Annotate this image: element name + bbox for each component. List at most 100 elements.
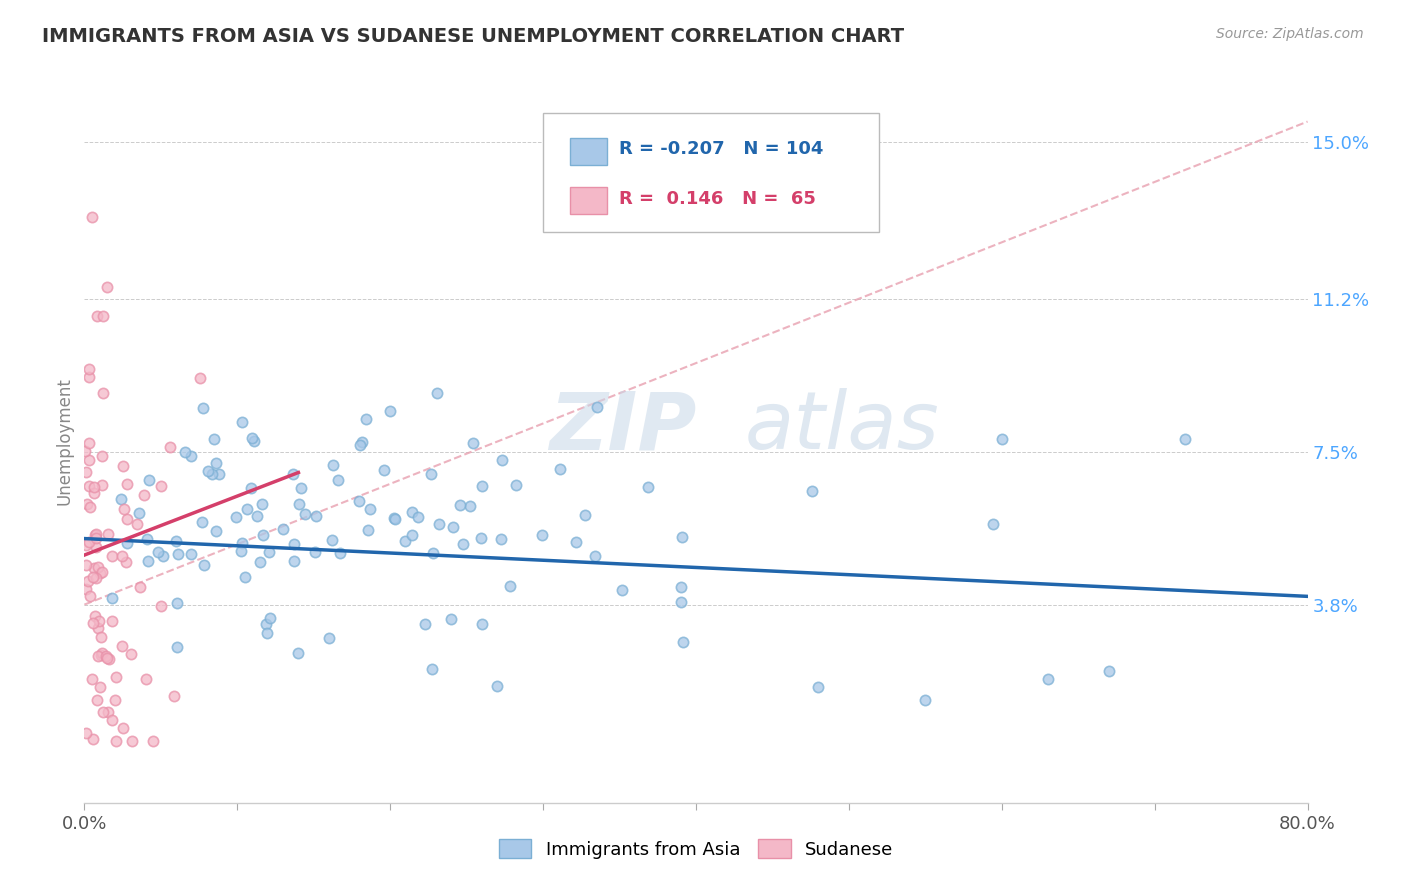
Point [77, 370, 100, 384]
Point [163, 690, 186, 704]
Point [115, 536, 138, 550]
Point [79, 589, 101, 603]
Point [463, 436, 485, 450]
Text: atlas: atlas [745, 388, 939, 467]
Point [422, 662, 444, 676]
Point [250, 497, 273, 511]
Point [322, 458, 344, 472]
Point [254, 617, 277, 632]
Point [91, 566, 114, 580]
Point [380, 403, 402, 417]
Point [394, 534, 416, 549]
Point [75, 558, 97, 572]
Point [401, 528, 423, 542]
Point [1098, 664, 1121, 678]
Point [413, 616, 436, 631]
Point [914, 692, 936, 706]
Point [75, 443, 97, 458]
Point [329, 546, 352, 560]
Point [104, 692, 127, 706]
Point [505, 478, 527, 492]
Point [499, 579, 522, 593]
Point [201, 467, 224, 482]
Point [257, 545, 280, 559]
Point [166, 596, 188, 610]
Point [193, 558, 215, 572]
Point [76, 538, 98, 552]
Text: ZIP: ZIP [550, 388, 696, 467]
Point [202, 432, 225, 446]
Point [104, 670, 127, 684]
Point [90, 449, 112, 463]
Point [148, 545, 170, 559]
Point [84, 608, 107, 623]
Point [89, 680, 111, 694]
Point [79, 500, 101, 514]
Point [83, 561, 105, 575]
Point [669, 580, 692, 594]
Point [451, 537, 474, 551]
Point [233, 570, 256, 584]
Point [180, 449, 202, 463]
Point [259, 611, 281, 625]
Point [135, 532, 157, 546]
Point [97, 526, 120, 541]
Point [77, 435, 100, 450]
Point [287, 646, 309, 660]
Point [142, 734, 165, 748]
Point [565, 535, 588, 549]
Point [669, 595, 692, 609]
Point [350, 435, 373, 450]
Point [491, 453, 513, 467]
Point [180, 547, 202, 561]
Point [166, 640, 188, 654]
Point [807, 680, 830, 694]
Point [76, 497, 98, 511]
Point [288, 497, 311, 511]
Point [128, 506, 150, 520]
Point [84, 527, 107, 541]
Point [205, 456, 228, 470]
FancyBboxPatch shape [543, 112, 880, 232]
Point [91, 309, 114, 323]
Point [281, 467, 304, 481]
Point [373, 463, 395, 477]
Point [191, 401, 214, 415]
Point [574, 508, 596, 522]
Point [283, 537, 305, 551]
Text: R =  0.146   N =  65: R = 0.146 N = 65 [619, 190, 815, 208]
Point [152, 549, 174, 563]
Point [101, 713, 124, 727]
Point [236, 502, 259, 516]
Point [801, 484, 824, 499]
Point [132, 488, 155, 502]
Point [77, 453, 100, 467]
Point [96, 651, 118, 665]
Point [583, 549, 606, 563]
Point [231, 535, 253, 549]
Point [90, 477, 112, 491]
Point [426, 386, 449, 401]
Y-axis label: Unemployment: Unemployment [55, 377, 73, 506]
Point [471, 617, 494, 632]
Point [82, 570, 104, 584]
Text: R = -0.207   N = 104: R = -0.207 N = 104 [619, 140, 824, 159]
Point [91, 705, 114, 719]
Point [80, 210, 103, 224]
Point [111, 722, 134, 736]
Point [548, 462, 571, 476]
Point [471, 479, 494, 493]
Point [127, 516, 149, 531]
Point [610, 583, 633, 598]
Point [75, 726, 97, 740]
Point [86, 692, 108, 706]
Point [135, 672, 157, 686]
Point [84, 571, 107, 585]
Point [110, 491, 132, 506]
Point [239, 481, 262, 495]
Point [149, 479, 172, 493]
Point [159, 441, 181, 455]
FancyBboxPatch shape [569, 137, 606, 165]
Point [89, 614, 111, 628]
Point [190, 515, 212, 529]
